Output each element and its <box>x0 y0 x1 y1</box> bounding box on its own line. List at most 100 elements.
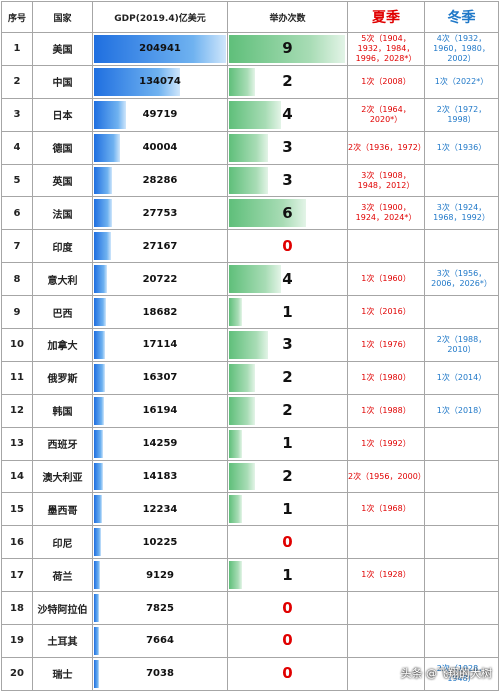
games-bar <box>229 462 255 491</box>
row-index: 6 <box>1 196 33 231</box>
table-row: 2 中国 134074 2 1次（2008） 1次（2022*） <box>1 64 499 99</box>
country-name: 意大利 <box>32 262 93 297</box>
table-row: 18 沙特阿拉伯 7825 0 <box>1 591 499 626</box>
country-name: 法国 <box>32 196 93 231</box>
winter-games <box>424 492 499 527</box>
games-cell: 3 <box>227 328 348 362</box>
row-index: 9 <box>1 295 33 330</box>
games-cell: 2 <box>227 459 348 494</box>
games-bar <box>229 100 281 129</box>
winter-games: 3次（1924，1968，1992） <box>424 196 499 231</box>
gdp-value: 204941 <box>139 43 181 55</box>
gdp-value: 16194 <box>142 405 178 417</box>
games-cell: 1 <box>227 558 348 593</box>
gdp-bar <box>94 462 104 491</box>
winter-games <box>424 591 499 626</box>
country-name: 瑞士 <box>32 656 93 691</box>
gdp-cell: 10225 <box>92 525 228 560</box>
row-index: 11 <box>1 360 33 395</box>
games-count: 4 <box>282 269 293 288</box>
row-index: 15 <box>1 492 33 527</box>
row-index: 10 <box>1 328 33 362</box>
summer-games: 3次（1900，1924，2024*） <box>347 196 425 231</box>
header-gdp: GDP(2019.4)亿美元 <box>92 1 228 33</box>
summer-games <box>347 229 425 264</box>
games-cell: 0 <box>227 525 348 560</box>
games-count: 1 <box>282 434 293 453</box>
gdp-bar <box>94 528 101 557</box>
games-cell: 2 <box>227 360 348 395</box>
gdp-cell: 7664 <box>92 624 228 658</box>
table-row: 9 巴西 18682 1 1次（2016） <box>1 295 499 330</box>
gdp-value: 18682 <box>142 306 178 318</box>
games-cell: 0 <box>227 624 348 658</box>
games-count: 2 <box>282 72 293 91</box>
gdp-cell: 20722 <box>92 262 228 297</box>
country-name: 日本 <box>32 97 93 132</box>
winter-games: 1次（1936） <box>424 130 499 165</box>
table-row: 1 美国 204941 9 5次（1904，1932，1984，1996，2028*） 4… <box>1 32 499 66</box>
header-games: 举办次数 <box>227 1 348 33</box>
gdp-cell: 17114 <box>92 328 228 362</box>
gdp-bar <box>94 363 105 392</box>
games-bar <box>229 429 242 458</box>
games-bar <box>229 363 255 392</box>
row-index: 5 <box>1 163 33 198</box>
table-row: 14 澳大利亚 14183 2 2次（1956，2000） <box>1 459 499 494</box>
table-row: 12 韩国 16194 2 1次（1988） 1次（2018） <box>1 393 499 428</box>
gdp-bar <box>94 396 105 425</box>
winter-games: 3次（1956，2006，2026*） <box>424 262 499 297</box>
games-count: 2 <box>282 368 293 387</box>
gdp-value: 134074 <box>139 76 181 88</box>
row-index: 16 <box>1 525 33 560</box>
table-row: 15 墨西哥 12234 1 1次（1968） <box>1 492 499 527</box>
games-cell: 3 <box>227 130 348 165</box>
gdp-cell: 27753 <box>92 196 228 231</box>
row-index: 19 <box>1 624 33 658</box>
games-count: 3 <box>282 138 293 157</box>
games-bar <box>229 265 281 294</box>
games-cell: 4 <box>227 97 348 132</box>
header-idx: 序号 <box>1 1 33 33</box>
country-name: 韩国 <box>32 393 93 428</box>
summer-games: 3次（1908，1948，2012） <box>347 163 425 198</box>
summer-games: 1次（1960） <box>347 262 425 297</box>
gdp-bar <box>94 659 99 688</box>
country-name: 荷兰 <box>32 558 93 593</box>
games-count: 2 <box>282 467 293 486</box>
games-bar <box>229 495 242 524</box>
row-index: 2 <box>1 64 33 99</box>
gdp-value: 7664 <box>146 635 174 647</box>
table-row: 4 德国 40004 3 2次（1936，1972） 1次（1936） <box>1 130 499 165</box>
header-row: 序号 国家 GDP(2019.4)亿美元 举办次数 夏季 冬季 <box>1 1 499 33</box>
winter-games: 1次（2022*） <box>424 64 499 99</box>
gdp-value: 49719 <box>142 109 178 121</box>
gdp-cell: 7038 <box>92 656 228 691</box>
table-row: 7 印度 27167 0 <box>1 229 499 264</box>
summer-games: 2次（1936，1972） <box>347 130 425 165</box>
gdp-value: 9129 <box>146 569 174 581</box>
gdp-bar <box>94 199 112 228</box>
summer-games: 1次（1928） <box>347 558 425 593</box>
winter-games: 1次（2018） <box>424 393 499 428</box>
gdp-cell: 14259 <box>92 426 228 461</box>
gdp-cell: 134074 <box>92 64 228 99</box>
winter-games: 1次（2014） <box>424 360 499 395</box>
country-name: 沙特阿拉伯 <box>32 591 93 626</box>
games-bar <box>229 67 255 96</box>
country-name: 印尼 <box>32 525 93 560</box>
gdp-bar <box>94 594 100 623</box>
country-name: 土耳其 <box>32 624 93 658</box>
gdp-cell: 9129 <box>92 558 228 593</box>
country-name: 澳大利亚 <box>32 459 93 494</box>
games-bar <box>229 133 268 162</box>
country-name: 墨西哥 <box>32 492 93 527</box>
games-count: 1 <box>282 499 293 518</box>
summer-games <box>347 624 425 658</box>
winter-games <box>424 295 499 330</box>
games-bar <box>229 298 242 327</box>
table-row: 17 荷兰 9129 1 1次（1928） <box>1 558 499 593</box>
summer-games <box>347 525 425 560</box>
gdp-bar <box>94 35 226 63</box>
